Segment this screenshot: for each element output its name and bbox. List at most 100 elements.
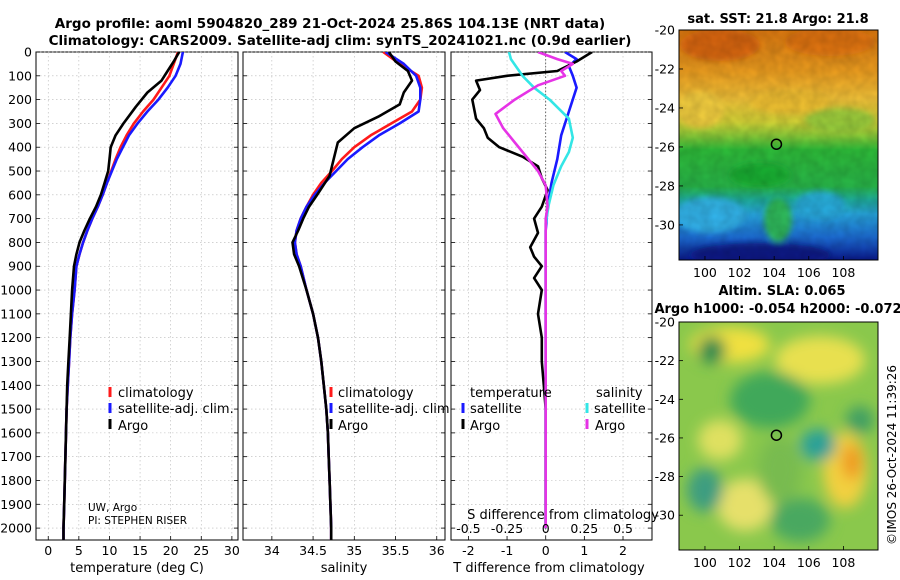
salinity-difference-axis-label: S difference from climatology — [467, 508, 659, 523]
temperature-axis-label: temperature (deg C) — [70, 561, 204, 576]
sst-pixel-noise — [679, 30, 878, 260]
temperature-series — [62, 52, 185, 540]
sla-low-blob — [846, 406, 874, 434]
lat-tick-label: -30 — [655, 217, 675, 232]
salinity-series — [291, 52, 424, 540]
legend-argo-label: Argo — [338, 419, 368, 434]
temperature-legend: climatology satellite-adj. clim. Argo — [108, 386, 234, 434]
imos-watermark: ©IMOS 26-Oct-2024 11:39:26 — [885, 365, 899, 545]
sla-high-blob — [775, 336, 865, 384]
profile-line-temperature-argo — [470, 52, 593, 529]
figure-title-line2: Climatology: CARS2009. Satellite-adj cli… — [49, 33, 632, 49]
depth-tick-label: 300 — [8, 116, 32, 131]
sla-low-blob — [730, 372, 810, 428]
legend-satellite-label: satellite-adj. clim. — [338, 402, 454, 417]
legend-satellite-label: satellite-adj. clim. — [118, 402, 234, 417]
salinity-legend: climatology satellite-adj. clim. Argo — [329, 386, 454, 434]
salinity-diff-tick-label: 0.5 — [613, 521, 633, 536]
value-tick-label: 20 — [163, 543, 179, 558]
figure-title-line1: Argo profile: aoml 5904820_289 21-Oct-20… — [55, 16, 605, 32]
lon-tick-label: 100 — [693, 265, 717, 280]
lon-tick-label: 108 — [831, 265, 855, 280]
depth-tick-label: 900 — [8, 259, 32, 274]
lon-tick-label: 106 — [797, 265, 821, 280]
depth-tick-label: 1500 — [0, 402, 32, 417]
value-tick-label: 5 — [75, 543, 83, 558]
sla-low-blob — [698, 336, 726, 364]
value-tick-label: 25 — [193, 543, 209, 558]
lon-tick-label: 102 — [728, 265, 752, 280]
depth-tick-label: 700 — [8, 211, 32, 226]
depth-tick-label: 1800 — [0, 473, 32, 488]
sst-map-title: sat. SST: 21.8 Argo: 21.8 — [687, 12, 868, 27]
depth-tick-label: 1000 — [0, 283, 32, 298]
depth-tick-label: 1100 — [0, 306, 32, 321]
difference-panel-frame — [450, 51, 653, 541]
sst-map-ticks: 100 102 104 106 108 -20 -22 -24 -26 -28 -30 — [655, 23, 856, 281]
depth-tick-label: 1600 — [0, 425, 32, 440]
salinity-difference-ticks: -0.5 -0.25 0 0.25 0.5 — [456, 521, 633, 536]
lat-tick-label: -20 — [655, 315, 675, 330]
depth-axis-ticks: 0 100 200 300 400 500 600 700 800 900 1000 1100 1200… — [0, 45, 32, 536]
sst-map-frame — [678, 29, 879, 261]
value-tick-label: -1 — [501, 543, 513, 558]
value-tick-label: 2 — [619, 543, 627, 558]
depth-tick-label: 0 — [24, 45, 32, 60]
value-tick-label: 35.5 — [382, 543, 410, 558]
sla-map-title2: Argo h1000: -0.054 h2000: -0.072 — [654, 302, 900, 317]
credit-institution: UW, Argo — [88, 502, 137, 514]
legend-climatology-label: climatology — [118, 386, 194, 401]
difference-panel: -2 -1 0 1 2 T difference from climatology S … — [450, 51, 659, 576]
legend-sal-argo-label: Argo — [595, 419, 625, 434]
sla-mid-blob — [758, 436, 802, 504]
difference-axis-ticks: -2 -1 0 1 2 — [462, 543, 627, 558]
value-tick-label: 1 — [580, 543, 588, 558]
profile-line-salinity-argo — [494, 52, 575, 529]
legend-sal-satellite-label: satellite — [594, 402, 646, 417]
lat-tick-label: -20 — [655, 23, 675, 38]
lat-tick-label: -26 — [655, 430, 675, 445]
value-tick-label: 0 — [44, 543, 52, 558]
depth-tick-label: 500 — [8, 164, 32, 179]
value-tick-label: 36 — [429, 543, 445, 558]
lat-tick-label: -30 — [655, 508, 675, 523]
temperature-axis-ticks: 0 5 10 15 20 25 30 — [44, 543, 240, 558]
lon-tick-label: 108 — [831, 555, 855, 570]
depth-tick-label: 800 — [8, 235, 32, 250]
sst-map-panel: sat. SST: 21.8 Argo: 21.8 100 102 104 106 10… — [655, 12, 879, 281]
sla-high-blob — [698, 420, 742, 460]
legend-temp-argo-label: Argo — [470, 419, 500, 434]
lat-tick-label: -24 — [655, 392, 675, 407]
profile-line-argo — [62, 52, 181, 540]
argo-float-marker — [770, 138, 783, 150]
depth-tick-label: 400 — [8, 140, 32, 155]
sla-map-title1: Altim. SLA: 0.065 — [719, 284, 846, 299]
sla-high-blob — [717, 479, 773, 531]
value-tick-label: 35 — [346, 543, 362, 558]
value-tick-label: 34 — [264, 543, 280, 558]
legend-salinity-title: salinity — [596, 386, 643, 401]
lat-tick-label: -24 — [655, 100, 675, 115]
lon-tick-label: 104 — [762, 265, 786, 280]
argo-float-marker — [770, 429, 783, 441]
sla-map-panel: Altim. SLA: 0.065 Argo h1000: -0.054 h20… — [654, 284, 900, 570]
profile-line-argo — [291, 52, 414, 540]
lat-tick-label: -22 — [655, 353, 675, 368]
sla-heatmap — [679, 322, 878, 550]
sla-low-blob — [770, 498, 830, 542]
salinity-panel-frame — [242, 51, 446, 541]
legend-temp-satellite-label: satellite — [470, 402, 522, 417]
depth-tick-label: 1700 — [0, 449, 32, 464]
sla-low-blob — [687, 468, 723, 512]
salinity-gridlines — [243, 51, 445, 540]
lat-tick-label: -28 — [655, 469, 675, 484]
salinity-diff-tick-label: -0.25 — [491, 521, 523, 536]
sst-heatmap — [679, 30, 878, 260]
value-tick-label: 15 — [132, 543, 148, 558]
sla-low-blob — [800, 429, 836, 461]
depth-tick-label: 1400 — [0, 378, 32, 393]
depth-tick-label: 1900 — [0, 497, 32, 512]
lon-tick-label: 106 — [797, 555, 821, 570]
sla-high-blob — [842, 444, 862, 480]
